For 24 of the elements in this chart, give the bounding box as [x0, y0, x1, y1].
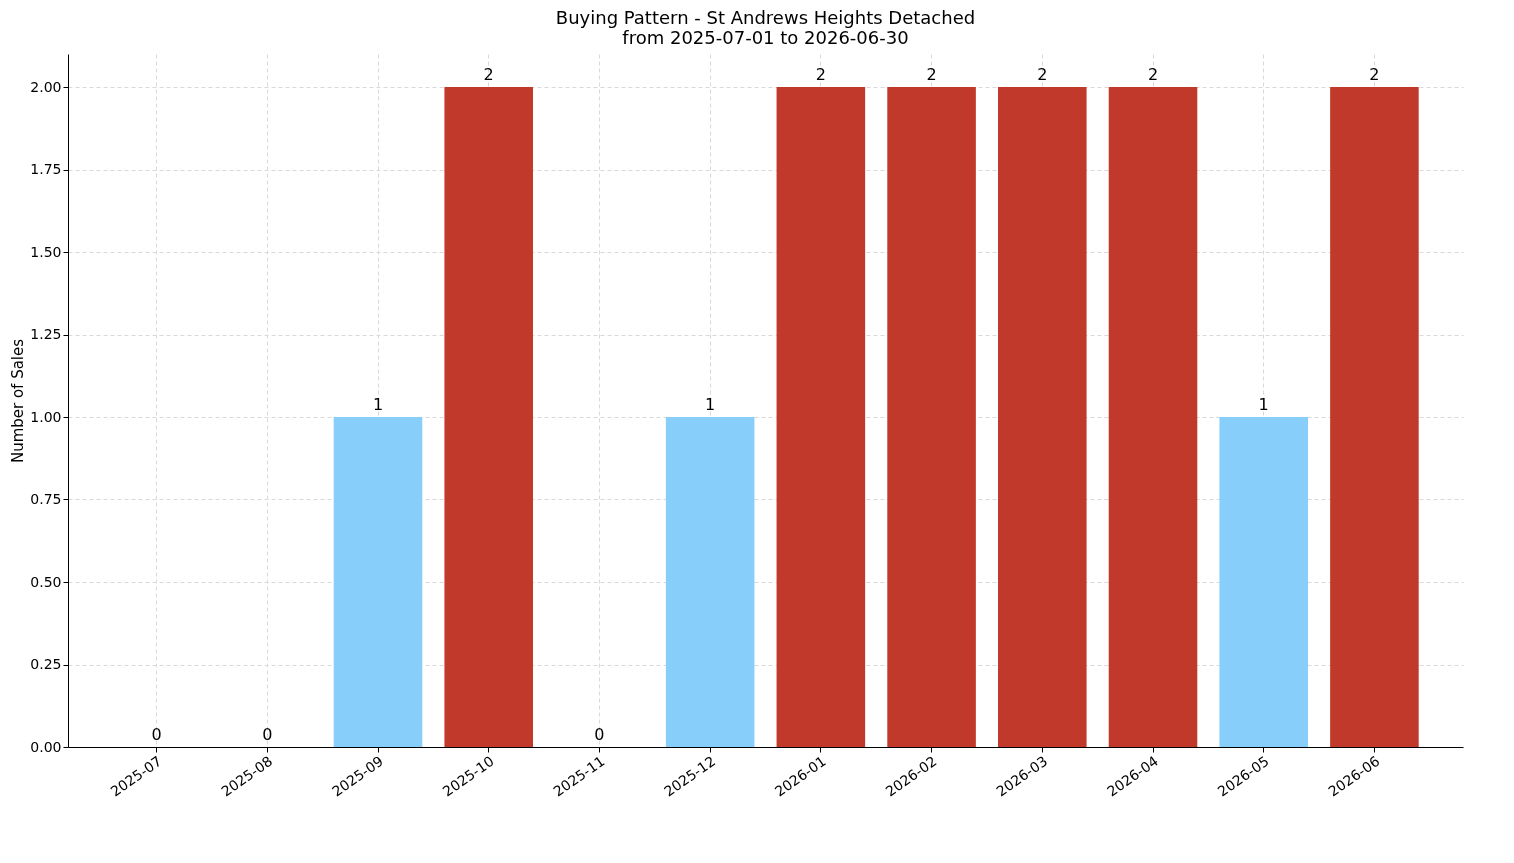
y-tick-label: 1.00 [30, 408, 62, 425]
data-label: 2 [926, 65, 937, 84]
y-tick-label: 0.25 [30, 656, 62, 672]
data-label: 2 [1369, 65, 1380, 84]
y-tick-label: 0.00 [30, 738, 62, 755]
data-label: 2 [1147, 65, 1159, 84]
data-label: 1 [705, 395, 716, 414]
data-label: 0 [594, 725, 605, 744]
data-label: 1 [1258, 395, 1269, 414]
y-tick-label: 2.00 [30, 78, 62, 95]
y-tick-label: 0.75 [30, 491, 62, 507]
data-label: 2 [1037, 65, 1048, 84]
y-tick-label: 1.50 [30, 243, 62, 260]
y-tick-label: 0.50 [30, 573, 62, 590]
chart-subtitle: from 2025-07-01 to 2026-06-30 [622, 27, 909, 48]
y-axis-title: Number of Sales [9, 338, 28, 464]
y-tick-label: 1.75 [30, 161, 62, 177]
data-label: 0 [151, 725, 162, 744]
data-label: 0 [262, 725, 273, 744]
y-tick-label: 1.25 [30, 326, 62, 342]
data-label: 2 [815, 65, 826, 84]
data-label: 1 [372, 395, 384, 414]
chart-title: Buying Pattern - St Andrews Heights Detached [555, 7, 976, 28]
data-label: 2 [483, 65, 494, 84]
